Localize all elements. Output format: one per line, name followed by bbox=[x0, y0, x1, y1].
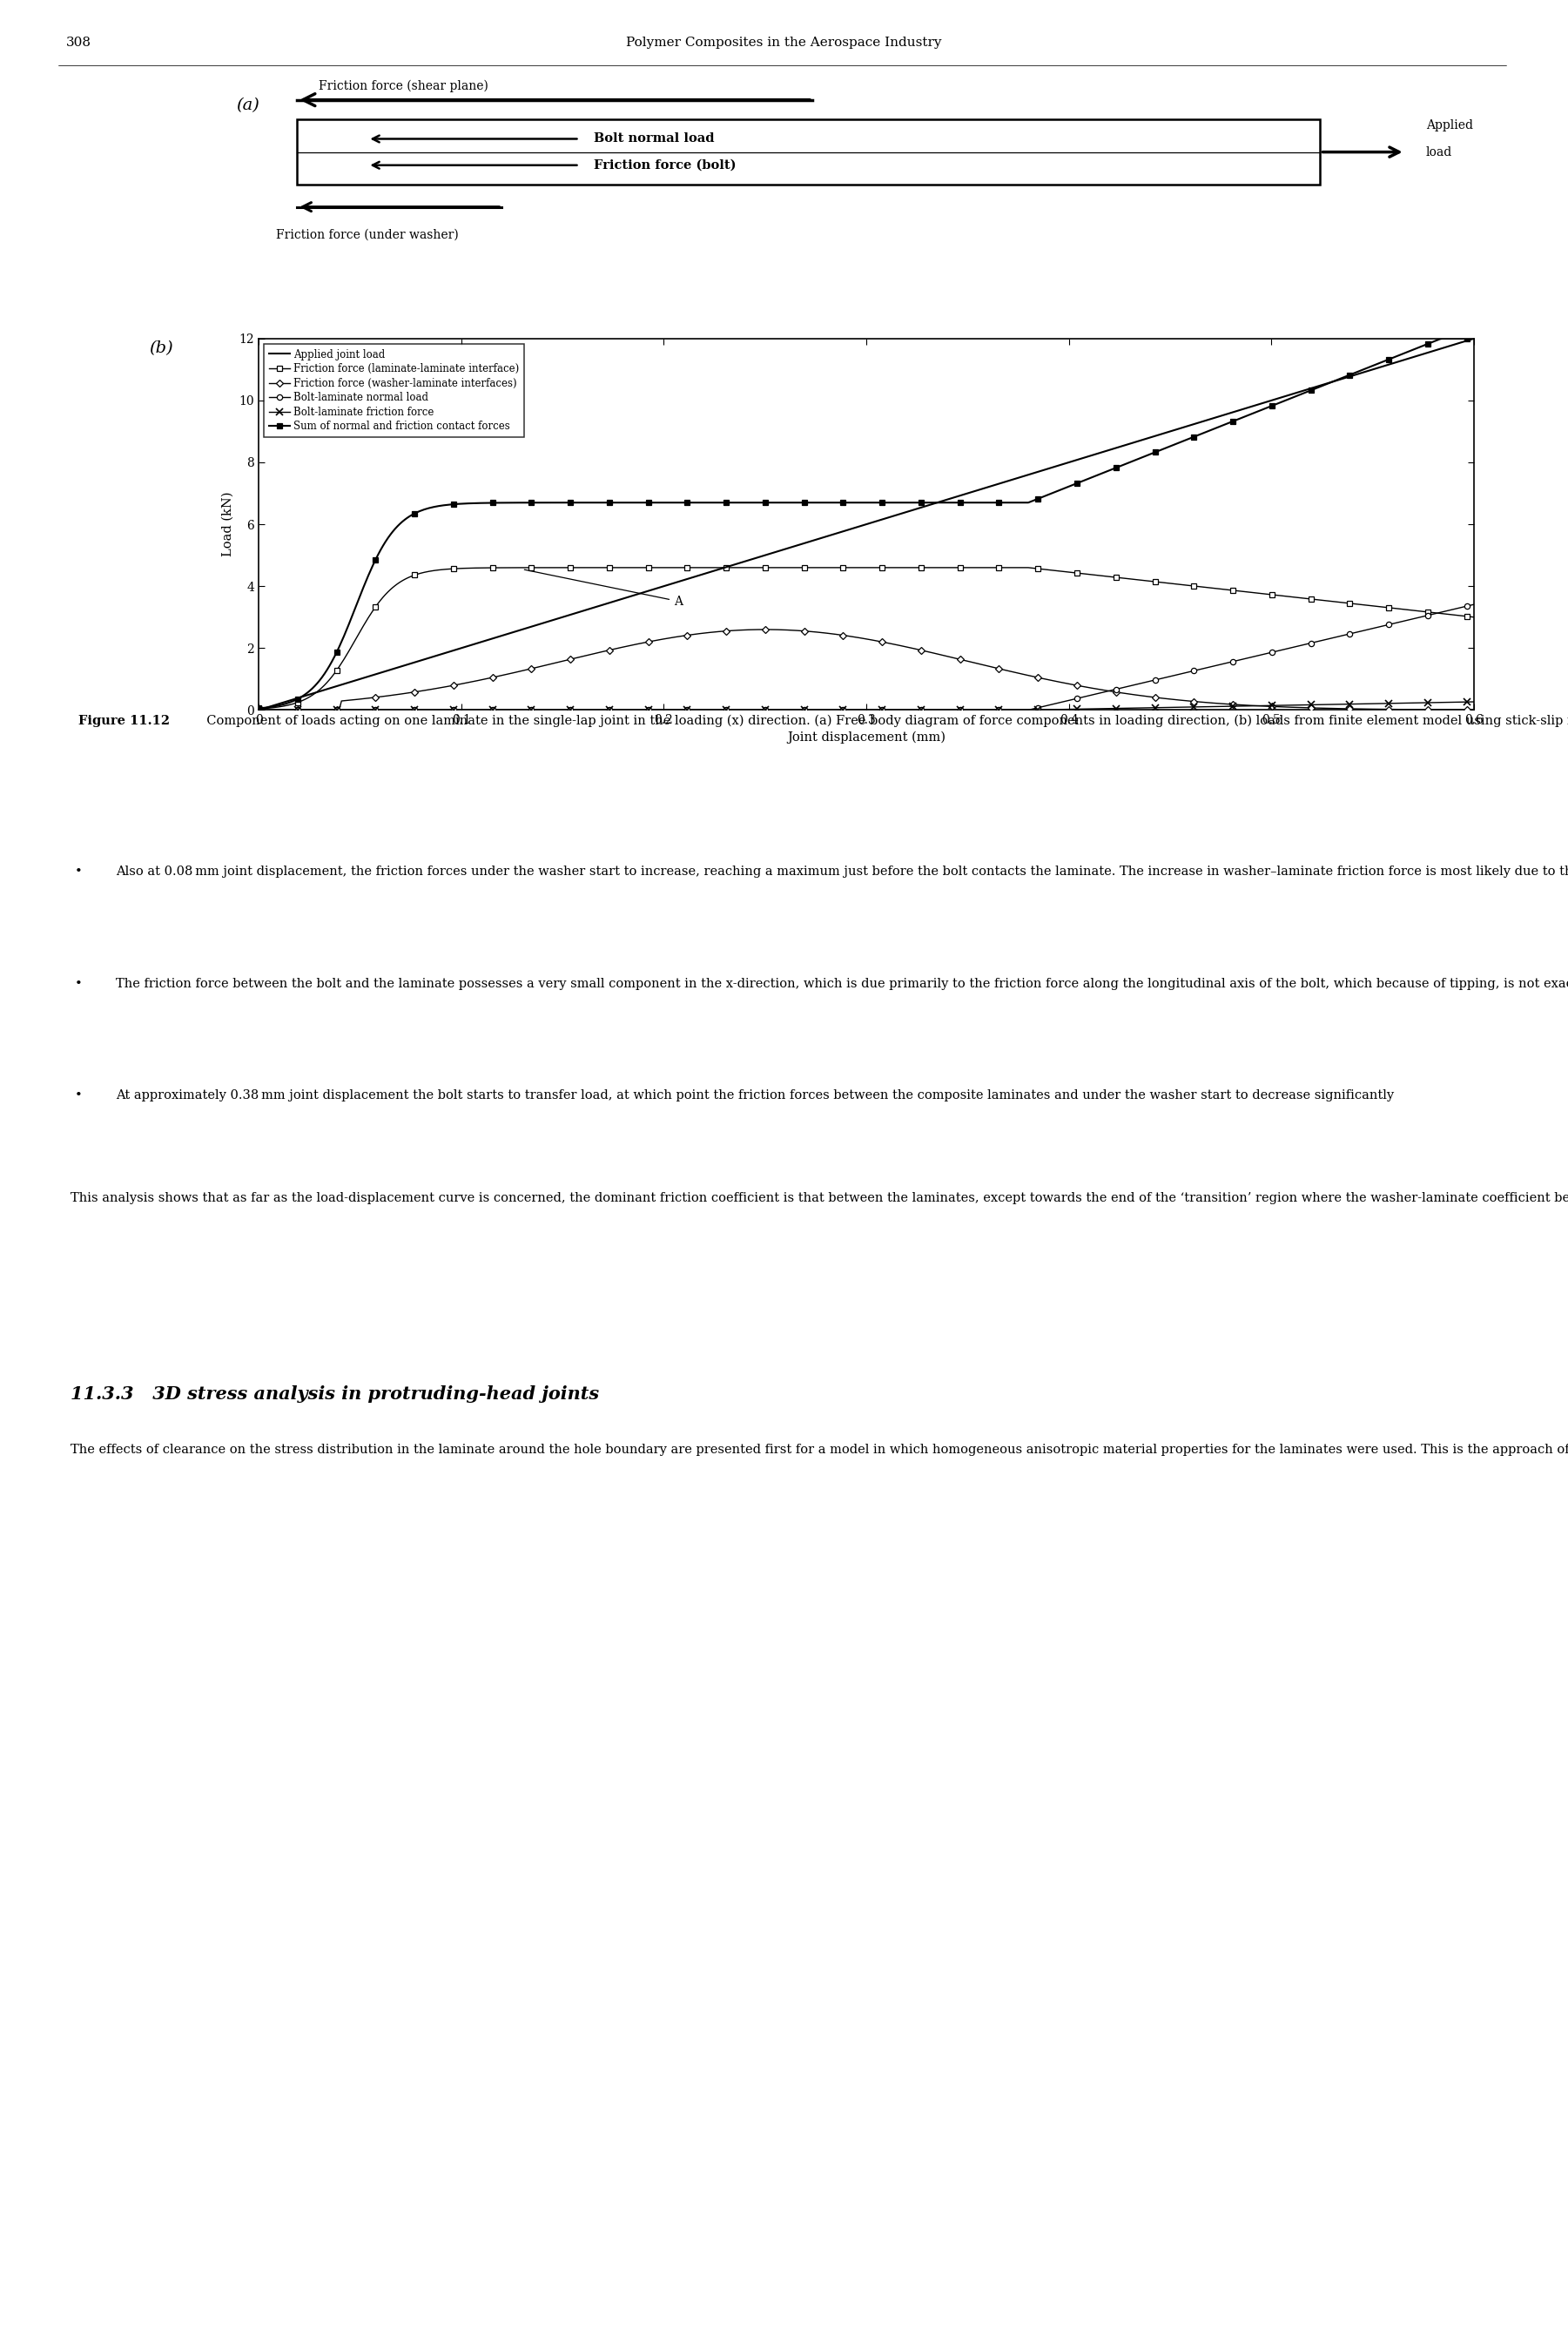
Bolt-laminate friction force bbox=[972, 696, 991, 724]
Y-axis label: Load (kN): Load (kN) bbox=[223, 491, 234, 557]
Applied joint load bbox=[1245, 390, 1264, 418]
Friction force (washer-laminate interfaces) bbox=[1438, 696, 1457, 724]
Bolt-laminate normal load bbox=[826, 696, 845, 724]
Applied joint load bbox=[1435, 334, 1454, 362]
Text: Friction force (shear plane): Friction force (shear plane) bbox=[318, 80, 488, 92]
Friction force (laminate-laminate interface) bbox=[826, 552, 845, 581]
Line: Bolt-laminate normal load: Bolt-laminate normal load bbox=[256, 602, 1477, 712]
Text: load: load bbox=[1427, 146, 1452, 158]
Bolt-laminate friction force bbox=[1245, 691, 1264, 719]
Text: •: • bbox=[75, 865, 83, 877]
Applied joint load bbox=[972, 475, 991, 503]
Bolt-laminate normal load bbox=[1465, 590, 1483, 618]
Sum of normal and friction contact forces bbox=[834, 489, 853, 517]
X-axis label: Joint displacement (mm): Joint displacement (mm) bbox=[787, 731, 946, 743]
Sum of normal and friction contact forces bbox=[1245, 400, 1264, 428]
Friction force (laminate-laminate interface) bbox=[1019, 552, 1038, 581]
Text: •: • bbox=[75, 978, 83, 990]
Friction force (washer-laminate interfaces) bbox=[249, 696, 268, 724]
Text: (a): (a) bbox=[237, 96, 259, 113]
Text: The friction force between the bolt and the laminate possesses a very small comp: The friction force between the bolt and … bbox=[116, 978, 1568, 990]
Bolt-laminate friction force bbox=[249, 696, 268, 724]
Bolt-laminate normal load bbox=[1245, 642, 1264, 670]
Bolt-laminate friction force bbox=[826, 696, 845, 724]
Text: This analysis shows that as far as the load-displacement curve is concerned, the: This analysis shows that as far as the l… bbox=[71, 1192, 1568, 1204]
Sum of normal and friction contact forces bbox=[906, 489, 925, 517]
Applied joint load bbox=[906, 496, 925, 524]
Sum of normal and friction contact forces bbox=[1438, 324, 1457, 353]
Friction force (laminate-laminate interface) bbox=[972, 552, 991, 581]
Text: Applied: Applied bbox=[1427, 120, 1472, 132]
Text: Figure 11.12: Figure 11.12 bbox=[78, 715, 169, 726]
Text: Friction force (bolt): Friction force (bolt) bbox=[594, 160, 735, 172]
Friction force (laminate-laminate interface) bbox=[1438, 600, 1457, 628]
Text: Bolt normal load: Bolt normal load bbox=[594, 132, 713, 146]
Bolt-laminate friction force bbox=[1465, 689, 1483, 717]
Bolt-laminate friction force bbox=[834, 696, 853, 724]
Sum of normal and friction contact forces bbox=[1433, 324, 1452, 353]
Bolt-laminate normal load bbox=[834, 696, 853, 724]
Text: (b): (b) bbox=[149, 341, 172, 357]
Text: •: • bbox=[75, 1089, 83, 1103]
Friction force (washer-laminate interfaces) bbox=[909, 635, 928, 663]
Text: The effects of clearance on the stress distribution in the laminate around the h: The effects of clearance on the stress d… bbox=[71, 1444, 1568, 1455]
Friction force (washer-laminate interfaces) bbox=[756, 616, 775, 644]
Line: Friction force (washer-laminate interfaces): Friction force (washer-laminate interfac… bbox=[256, 628, 1477, 712]
Friction force (washer-laminate interfaces) bbox=[1465, 696, 1483, 724]
Text: At approximately 0.38 mm joint displacement the bolt starts to transfer load, at: At approximately 0.38 mm joint displacem… bbox=[116, 1089, 1394, 1103]
Friction force (laminate-laminate interface) bbox=[1465, 604, 1483, 632]
Friction force (washer-laminate interfaces) bbox=[829, 621, 848, 649]
Sum of normal and friction contact forces bbox=[1465, 324, 1483, 353]
Text: Component of loads acting on one laminate in the single-lap joint in the loading: Component of loads acting on one laminat… bbox=[198, 715, 1568, 726]
Bolt-laminate friction force bbox=[1435, 689, 1454, 717]
Bar bbox=[298, 120, 1320, 186]
Applied joint load bbox=[834, 517, 853, 545]
Friction force (washer-laminate interfaces) bbox=[1248, 691, 1267, 719]
Applied joint load bbox=[1465, 324, 1483, 353]
Bolt-laminate normal load bbox=[906, 696, 925, 724]
Friction force (laminate-laminate interface) bbox=[249, 696, 268, 724]
Line: Bolt-laminate friction force: Bolt-laminate friction force bbox=[256, 698, 1477, 712]
Bolt-laminate normal load bbox=[972, 696, 991, 724]
Friction force (laminate-laminate interface) bbox=[906, 552, 925, 581]
Sum of normal and friction contact forces bbox=[972, 489, 991, 517]
Text: Also at 0.08 mm joint displacement, the friction forces under the washer start t: Also at 0.08 mm joint displacement, the … bbox=[116, 865, 1568, 877]
Line: Sum of normal and friction contact forces: Sum of normal and friction contact force… bbox=[256, 336, 1477, 710]
Bolt-laminate friction force bbox=[906, 696, 925, 724]
Text: A: A bbox=[524, 569, 682, 607]
Friction force (washer-laminate interfaces) bbox=[836, 621, 855, 649]
Line: Friction force (laminate-laminate interface): Friction force (laminate-laminate interf… bbox=[256, 564, 1477, 712]
Text: Polymer Composites in the Aerospace Industry: Polymer Composites in the Aerospace Indu… bbox=[626, 38, 942, 49]
Sum of normal and friction contact forces bbox=[826, 489, 845, 517]
Bolt-laminate normal load bbox=[249, 696, 268, 724]
Legend: Applied joint load, Friction force (laminate-laminate interface), Friction force: Applied joint load, Friction force (lami… bbox=[263, 343, 525, 437]
Sum of normal and friction contact forces bbox=[249, 694, 268, 722]
Text: 11.3.3   3D stress analysis in protruding-head joints: 11.3.3 3D stress analysis in protruding-… bbox=[71, 1385, 599, 1404]
Line: Applied joint load: Applied joint load bbox=[259, 339, 1474, 710]
Applied joint load bbox=[826, 520, 845, 548]
Friction force (washer-laminate interfaces) bbox=[975, 651, 994, 679]
Friction force (laminate-laminate interface) bbox=[1248, 578, 1267, 607]
Applied joint load bbox=[249, 696, 268, 724]
Text: Friction force (under washer): Friction force (under washer) bbox=[276, 228, 458, 242]
Text: 308: 308 bbox=[66, 38, 91, 49]
Bolt-laminate normal load bbox=[1435, 597, 1454, 625]
Friction force (laminate-laminate interface) bbox=[834, 552, 853, 581]
